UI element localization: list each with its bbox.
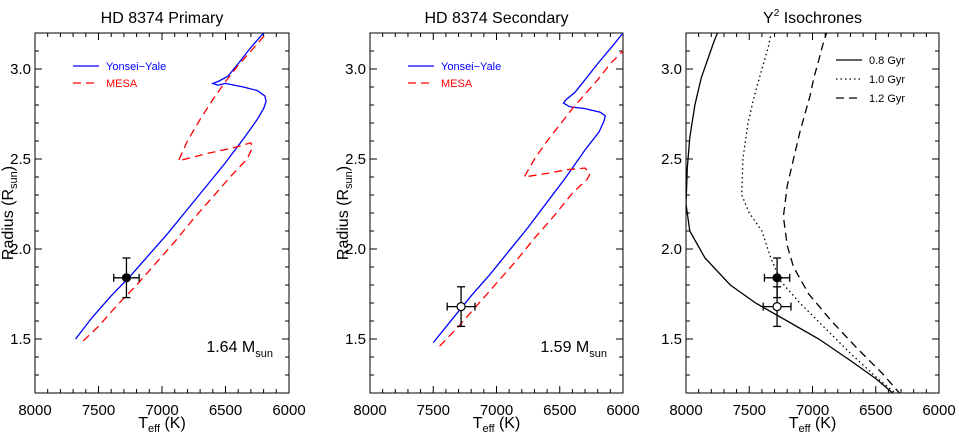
series-line-1-2-gyr <box>782 33 901 393</box>
y-tick-label: 2.5 <box>10 151 31 168</box>
chart-panel-2: 8000 7500 7000 6500 6000 1.5 2.0 2.5 3.0 HD 8374 … <box>335 10 640 435</box>
data-point-marker <box>121 273 132 283</box>
y-tick-label: 2.0 <box>345 241 366 258</box>
data-point-filled <box>113 257 140 299</box>
x-tick-label: 6500 <box>209 402 242 419</box>
chart-title: Y2 Isochrones <box>763 8 862 27</box>
chart-title: HD 8374 Secondary <box>424 10 568 27</box>
x-tick-label: 7000 <box>796 402 829 419</box>
x-tick-label: 7500 <box>82 402 115 419</box>
x-tick-label: 8000 <box>18 402 51 419</box>
x-tick-label: 6000 <box>922 402 955 419</box>
legend: Yonsei−Yale MESA <box>408 61 501 90</box>
legend-label: 0.8 Gyr <box>869 55 905 67</box>
x-tick-label: 8000 <box>353 402 386 419</box>
data-point-marker <box>456 302 466 312</box>
y-tick-label: 2.5 <box>661 151 682 168</box>
x-tick-label: 6500 <box>859 402 892 419</box>
legend: 0.8 Gyr 1.0 Gyr 1.2 Gyr <box>836 55 905 105</box>
legend-label: 1.2 Gyr <box>869 93 905 105</box>
legend-label: MESA <box>106 78 138 90</box>
x-tick-label: 7500 <box>417 402 450 419</box>
series-line-0-8-gyr <box>686 33 894 393</box>
y-tick-label: 2.0 <box>10 241 31 258</box>
y-tick-label: 2.0 <box>661 241 682 258</box>
data-point-marker <box>772 302 782 312</box>
data-point-open <box>446 286 476 328</box>
chart-panel-1: 8000 7500 7000 6500 6000 1.5 2.0 2.5 3.0 HD 8374 … <box>0 10 306 435</box>
y-tick-label: 1.5 <box>345 331 366 348</box>
series-line-yonsei-yale <box>432 33 623 344</box>
y-axis-label: Radius (Rsun) <box>335 166 355 260</box>
x-tick-label: 7500 <box>733 402 766 419</box>
series-line-mesa <box>439 50 623 347</box>
y-tick-label: 3.0 <box>10 61 31 78</box>
x-axis-label: Teff (K) <box>789 415 837 435</box>
y-tick-label: 1.5 <box>661 331 682 348</box>
data-point-marker <box>772 273 782 283</box>
legend-label: 1.0 Gyr <box>869 74 905 86</box>
y-tick-label: 1.5 <box>10 331 31 348</box>
legend-label: Yonsei−Yale <box>106 61 166 73</box>
chart-panel-3: 8000 7500 7000 6500 6000 1.5 2.0 2.5 3.0 Y2 Isoch… <box>661 8 956 435</box>
mass-annotation: 1.59 Msun <box>540 339 607 360</box>
x-tick-label: 6000 <box>606 402 639 419</box>
y-axis-label: Radius (Rsun) <box>0 166 20 260</box>
series-line-yonsei-yale <box>75 33 267 340</box>
x-tick-label: 6000 <box>272 402 305 419</box>
x-tick-label: 7000 <box>480 402 513 419</box>
y-tick-label: 3.0 <box>345 61 366 78</box>
y-tick-label: 2.5 <box>345 151 366 168</box>
legend-label: MESA <box>441 78 473 90</box>
x-tick-label: 6500 <box>543 402 576 419</box>
chart-title: HD 8374 Primary <box>101 10 224 27</box>
y-tick-label: 3.0 <box>661 61 682 78</box>
mass-annotation: 1.64 Msun <box>206 339 273 360</box>
series-line-mesa <box>82 33 268 342</box>
legend-label: Yonsei−Yale <box>441 61 501 73</box>
x-tick-label: 7000 <box>145 402 178 419</box>
x-axis-label: Teff (K) <box>138 415 186 435</box>
data-point-open <box>762 286 792 328</box>
legend: Yonsei−Yale MESA <box>73 61 166 90</box>
x-tick-label: 8000 <box>669 402 702 419</box>
x-axis-label: Teff (K) <box>473 415 521 435</box>
